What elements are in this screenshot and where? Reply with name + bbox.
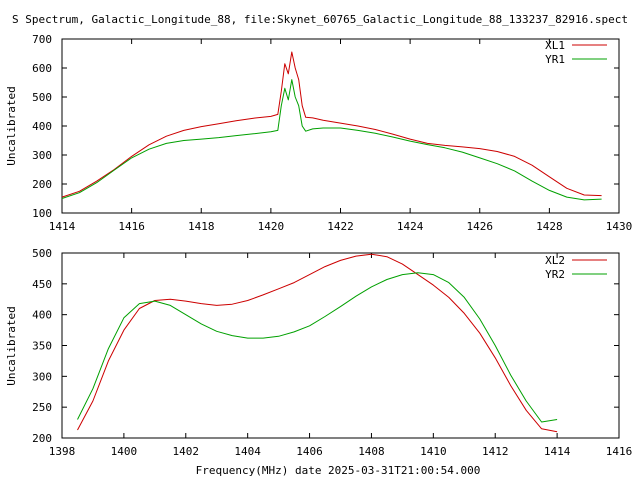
x-tick-label: 1408 <box>358 445 385 458</box>
y-tick-label: 400 <box>32 120 52 133</box>
x-tick-label: 1428 <box>536 220 563 233</box>
y-tick-label: 300 <box>32 370 52 383</box>
y-tick-label: 350 <box>32 340 52 353</box>
y-tick-label: 300 <box>32 149 52 162</box>
series-line-yr1 <box>61 79 602 201</box>
series-line-xl1 <box>61 51 602 198</box>
legend-label: YR2 <box>545 268 565 281</box>
y-tick-label: 200 <box>32 432 52 445</box>
y-tick-label: 250 <box>32 401 52 414</box>
y-tick-label: 700 <box>32 33 52 46</box>
legend-label: YR1 <box>545 53 565 66</box>
y-axis-label: Uncalibrated <box>5 86 18 165</box>
x-tick-label: 1414 <box>49 220 76 233</box>
x-tick-label: 1426 <box>467 220 494 233</box>
x-tick-label: 1406 <box>296 445 323 458</box>
x-tick-label: 1420 <box>258 220 285 233</box>
x-tick-label: 1410 <box>420 445 447 458</box>
x-tick-label: 1400 <box>111 445 138 458</box>
x-axis-label: Frequency(MHz) date 2025-03-31T21:00:54.… <box>196 464 481 477</box>
x-tick-label: 1398 <box>49 445 76 458</box>
x-tick-label: 1416 <box>606 445 633 458</box>
y-tick-label: 450 <box>32 278 52 291</box>
series-line-xl2 <box>77 253 558 433</box>
y-tick-label: 500 <box>32 247 52 260</box>
x-tick-label: 1422 <box>327 220 354 233</box>
x-tick-label: 1418 <box>188 220 215 233</box>
x-tick-label: 1424 <box>397 220 424 233</box>
y-tick-label: 600 <box>32 62 52 75</box>
top-spectrum-panel: 1414 1416 1418 1420 1422 1424 1426 1428 1430 100 2… <box>5 33 632 233</box>
x-tick-label: 1404 <box>234 445 261 458</box>
y-axis-label: Uncalibrated <box>5 306 18 385</box>
series-line-yr2 <box>77 272 558 423</box>
x-tick-label: 1416 <box>118 220 145 233</box>
y-tick-label: 400 <box>32 309 52 322</box>
x-tick-label: 1430 <box>606 220 633 233</box>
x-tick-label: 1402 <box>173 445 200 458</box>
x-tick-label: 1412 <box>482 445 509 458</box>
x-tick-label: 1414 <box>544 445 571 458</box>
legend-label: XL1 <box>545 39 565 52</box>
y-tick-label: 200 <box>32 178 52 191</box>
legend-label: XL2 <box>545 254 565 267</box>
chart-title: S Spectrum, Galactic_Longitude_88, file:… <box>12 13 628 26</box>
bottom-spectrum-panel: 1398 1400 1402 1404 1406 1408 1410 1412 1414 1416… <box>5 247 632 458</box>
y-tick-label: 500 <box>32 91 52 104</box>
y-tick-label: 100 <box>32 207 52 220</box>
